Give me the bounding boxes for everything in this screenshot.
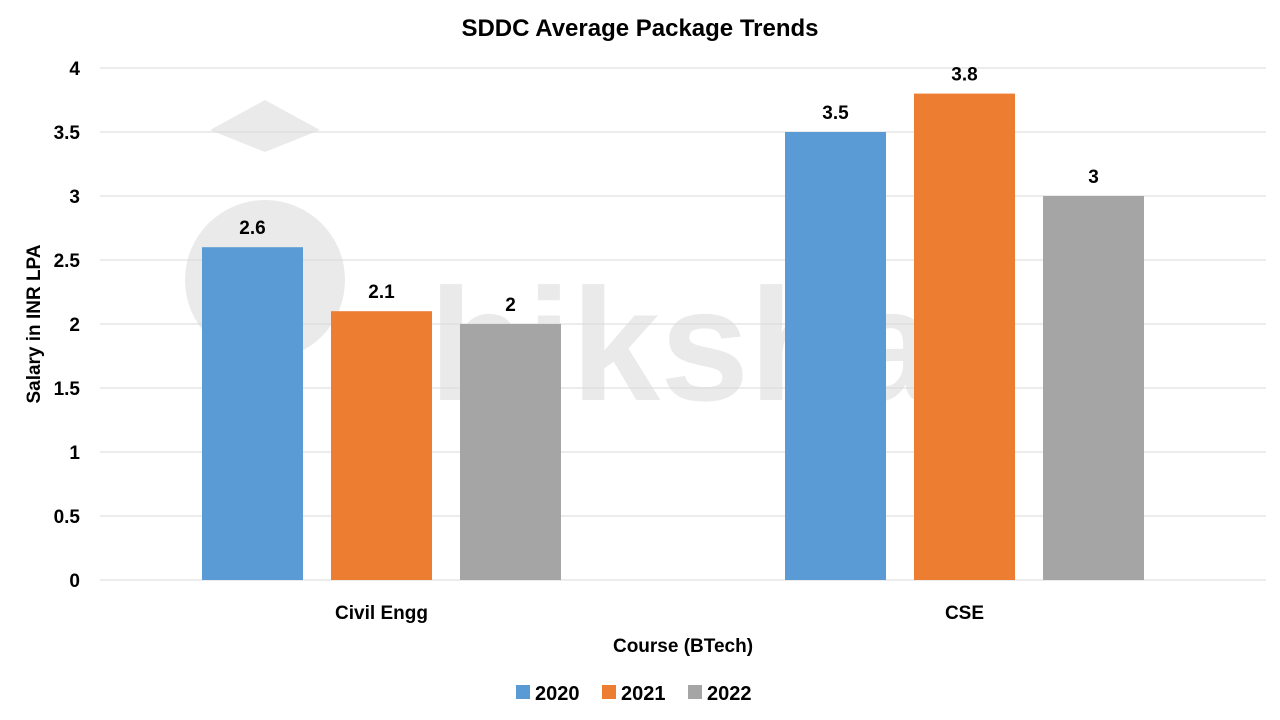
- y-tick-label: 0.5: [54, 507, 81, 528]
- bar-2022-cse: [1043, 196, 1144, 580]
- legend-swatch-2022: [688, 685, 702, 699]
- y-tick-label: 2: [69, 315, 80, 336]
- bar-2021-cse: [914, 93, 1015, 580]
- bar-2022-civil-engg: [460, 324, 561, 580]
- bar-2020-cse: [785, 132, 886, 580]
- data-label: 3: [1088, 167, 1099, 188]
- legend-swatch-2020: [516, 685, 530, 699]
- y-tick-label: 3.5: [54, 123, 81, 144]
- legend-label: 2022: [707, 683, 752, 705]
- bar-2021-civil-engg: [331, 311, 432, 580]
- y-tick-label: 2.5: [54, 251, 81, 272]
- data-label: 3.5: [822, 103, 849, 124]
- y-tick-label: 1.5: [54, 379, 81, 400]
- legend-label: 2020: [535, 683, 580, 705]
- data-label: 2.6: [239, 218, 265, 239]
- bar-2020-civil-engg: [202, 247, 303, 580]
- chart-title: SDDC Average Package Trends: [461, 15, 818, 42]
- y-tick-label: 0: [69, 571, 80, 592]
- y-tick-label: 3: [69, 187, 80, 208]
- data-labels: 2.6 2.1 2 3.5 3.8 3: [239, 65, 1099, 316]
- watermark-cap-icon: [210, 100, 320, 152]
- legend-swatch-2021: [602, 685, 616, 699]
- y-axis-ticks: 0 0.5 1 1.5 2 2.5 3 3.5 4: [54, 59, 81, 592]
- x-axis-title: Course (BTech): [613, 636, 753, 657]
- y-tick-label: 4: [69, 59, 80, 80]
- data-label: 2: [505, 295, 516, 316]
- y-tick-label: 1: [69, 443, 80, 464]
- x-axis-categories: Civil Engg CSE: [335, 603, 984, 624]
- data-label: 3.8: [951, 65, 977, 86]
- x-category-label: Civil Engg: [335, 603, 428, 624]
- y-axis-title: Salary in INR LPA: [24, 244, 45, 403]
- bars: [202, 93, 1144, 580]
- data-label: 2.1: [368, 282, 395, 303]
- x-category-label: CSE: [945, 603, 984, 624]
- legend: 2020 2021 2022: [516, 683, 752, 705]
- legend-label: 2021: [621, 683, 666, 705]
